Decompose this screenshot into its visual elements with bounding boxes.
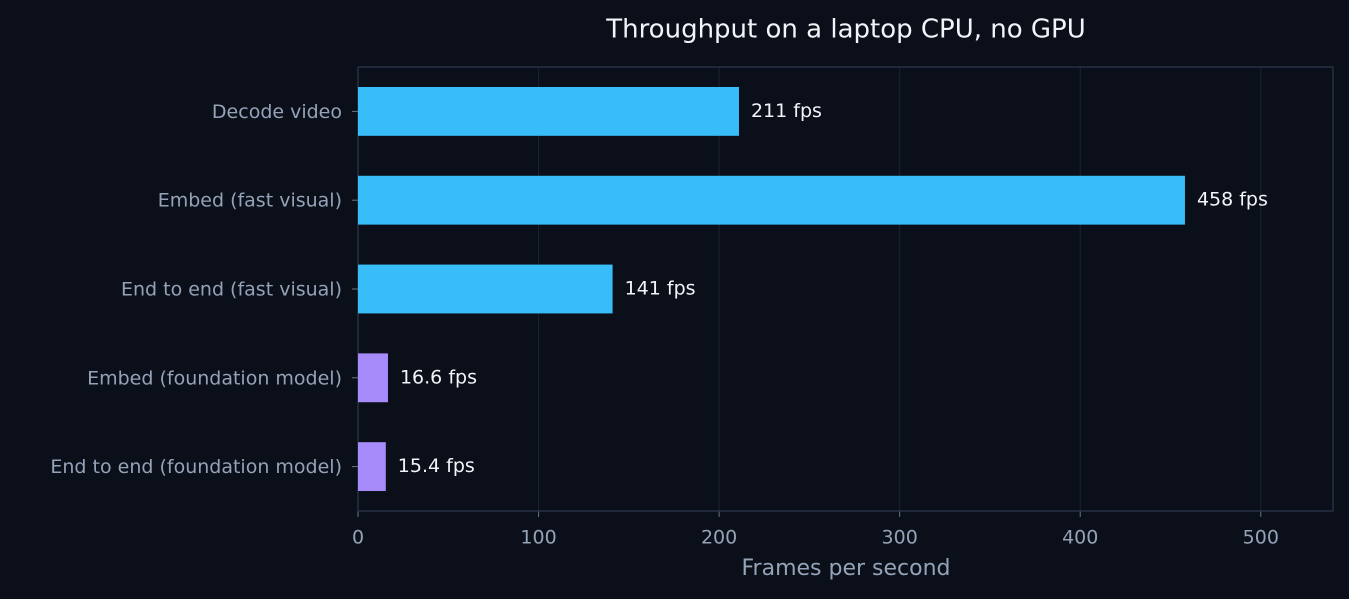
x-tick-label: 300 xyxy=(882,527,918,549)
x-tick-label: 0 xyxy=(352,527,364,549)
bar xyxy=(358,442,386,492)
bar xyxy=(358,175,1185,225)
y-tick-label: Embed (fast visual) xyxy=(158,190,342,212)
value-label: 15.4 fps xyxy=(398,455,475,477)
y-tick-label: End to end (foundation model) xyxy=(50,456,342,478)
value-label: 211 fps xyxy=(751,100,822,122)
x-tick-label: 100 xyxy=(520,527,556,549)
chart-title: Throughput on a laptop CPU, no GPU xyxy=(605,15,1086,45)
bar xyxy=(358,353,388,403)
bar xyxy=(358,86,739,136)
x-tick-label: 400 xyxy=(1062,527,1098,549)
value-label: 141 fps xyxy=(625,278,696,300)
bar xyxy=(358,264,613,314)
value-label: 16.6 fps xyxy=(400,366,477,388)
y-tick-label: Decode video xyxy=(212,101,342,123)
x-tick-label: 200 xyxy=(701,527,737,549)
x-axis-label: Frames per second xyxy=(742,556,951,581)
y-tick-label: End to end (fast visual) xyxy=(121,279,342,301)
value-label: 458 fps xyxy=(1197,189,1268,211)
y-tick-label: Embed (foundation model) xyxy=(87,367,342,389)
x-tick-label: 500 xyxy=(1243,527,1279,549)
